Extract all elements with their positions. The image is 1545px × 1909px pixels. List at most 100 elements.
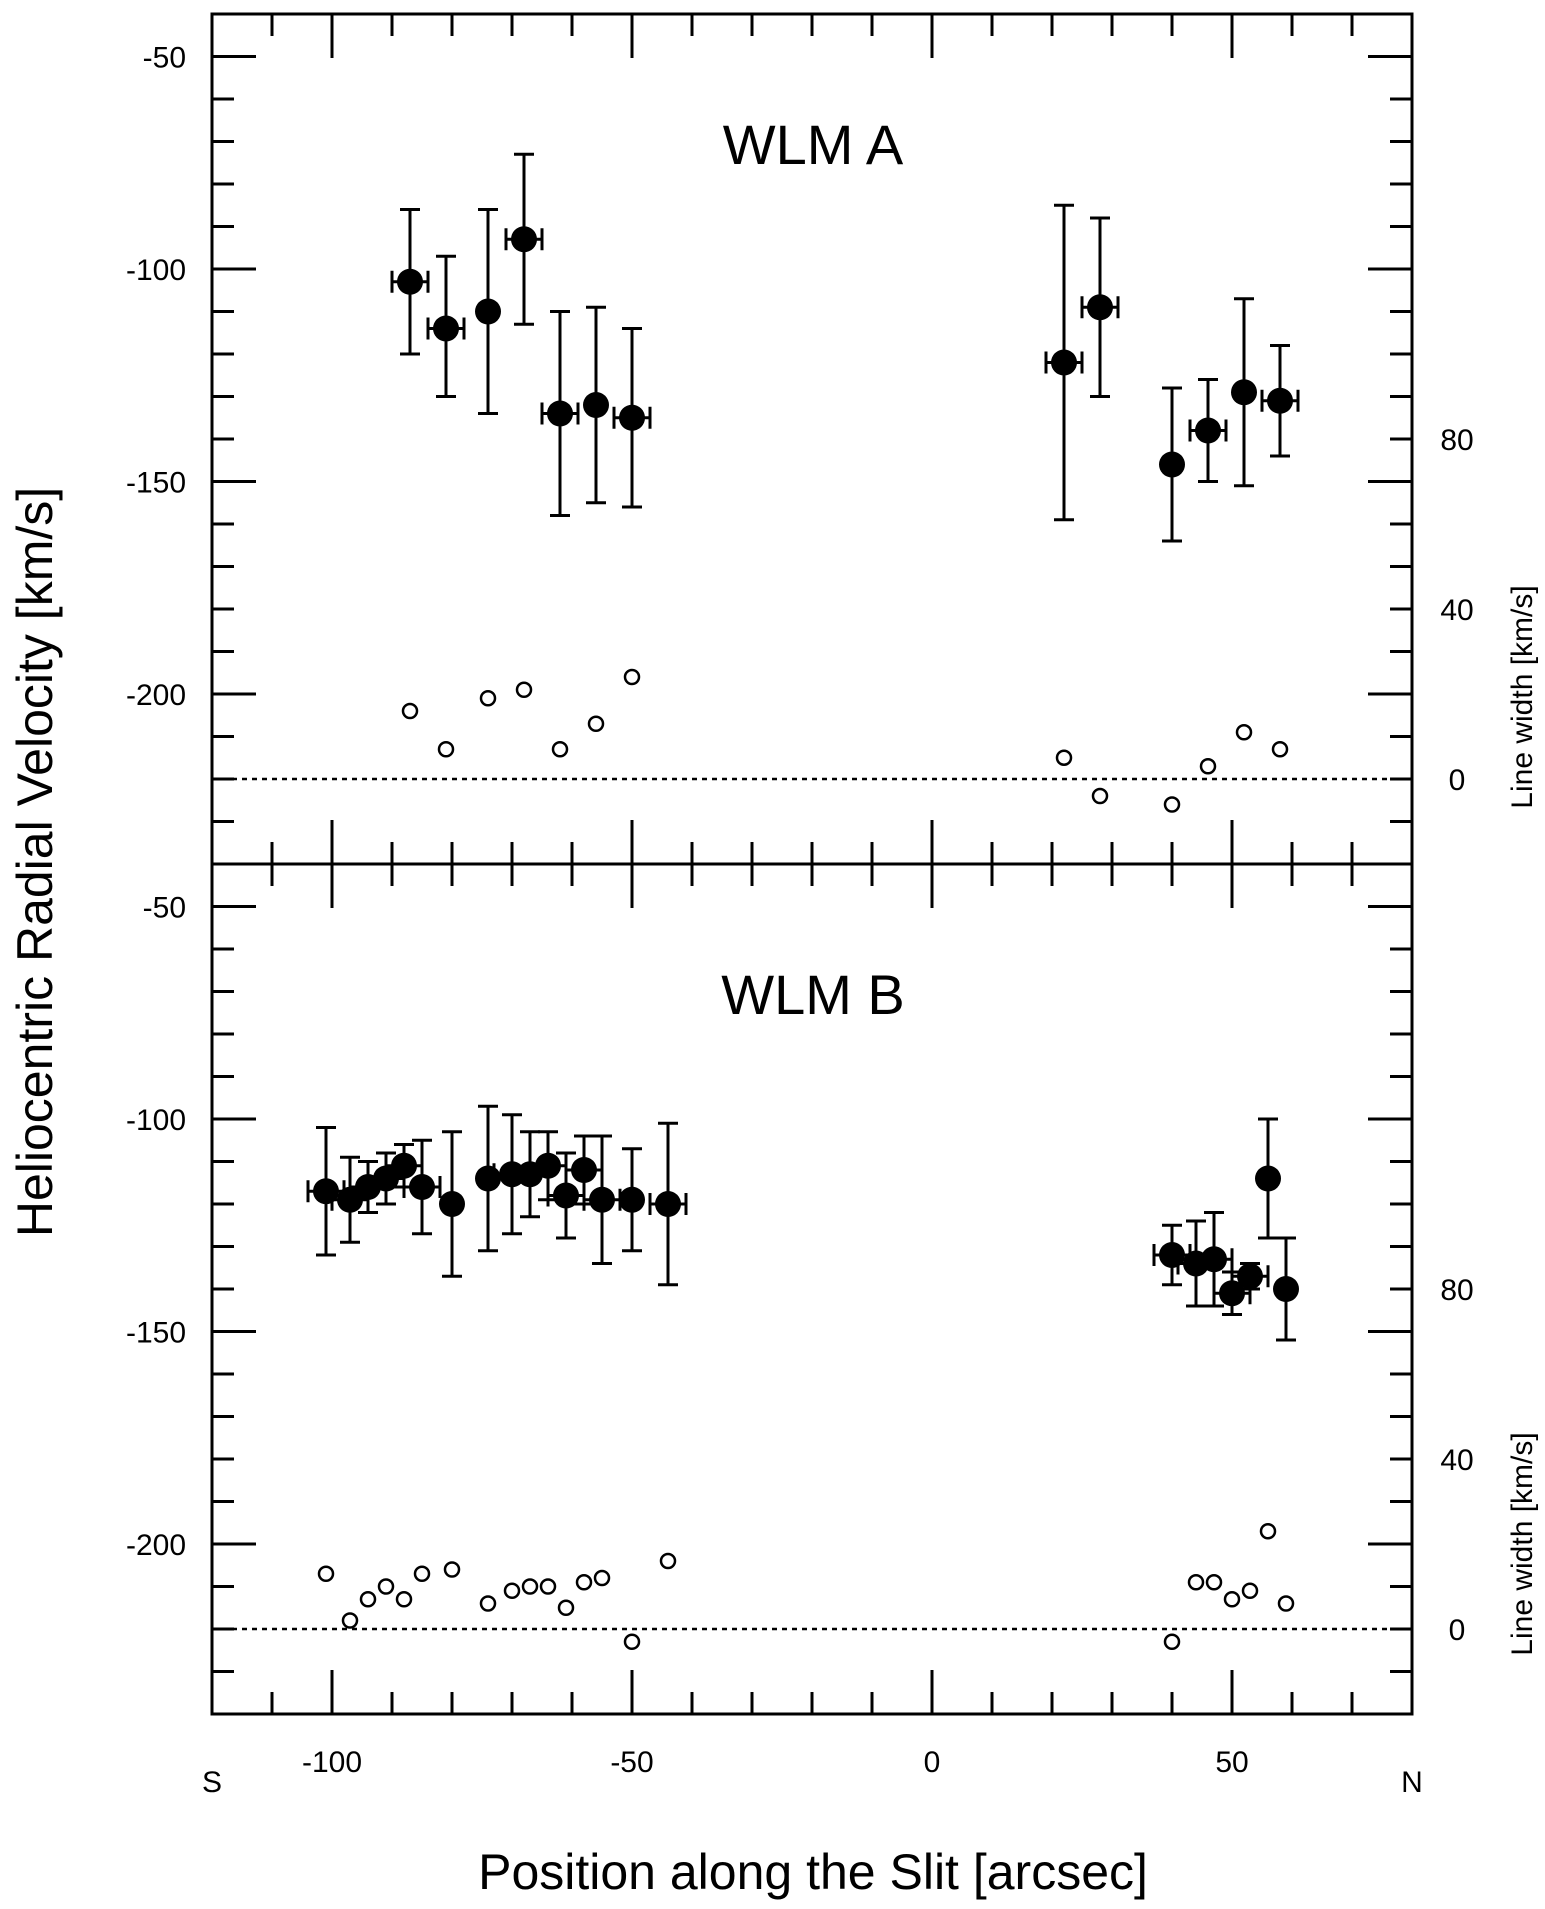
y2-tick-label-a: 40 xyxy=(1440,594,1473,627)
velocity-marker xyxy=(511,226,537,253)
y2-axis-title-a: Line width [km/s] xyxy=(1506,585,1539,808)
velocity-marker xyxy=(1273,1276,1299,1302)
velocity-point-b xyxy=(439,1130,465,1278)
velocity-point-a xyxy=(540,310,580,517)
y-tick-label-a: -50 xyxy=(143,42,186,75)
linewidth-point-a xyxy=(1235,724,1253,741)
y2-tick-label-a: 80 xyxy=(1440,424,1473,457)
linewidth-point-a xyxy=(1091,787,1109,805)
velocity-point-b xyxy=(1194,1211,1234,1308)
velocity-marker xyxy=(535,1152,561,1179)
velocity-marker xyxy=(373,1165,399,1192)
velocity-marker xyxy=(397,268,423,295)
velocity-point-b xyxy=(402,1138,442,1236)
linewidth-point-a xyxy=(551,741,569,758)
linewidth-point-b xyxy=(521,1578,539,1595)
y-tick-label-b: -150 xyxy=(126,1317,186,1350)
linewidth-point-a xyxy=(437,741,455,758)
velocity-marker xyxy=(1267,387,1293,414)
y2-axis-title-b: Line width [km/s] xyxy=(1506,1432,1539,1655)
linewidth-point-b xyxy=(623,1633,641,1650)
panel-title-b: WLM B xyxy=(721,963,905,1026)
y-tick-label-a: -150 xyxy=(126,467,186,500)
linewidth-point-a xyxy=(479,690,497,707)
velocity-marker xyxy=(547,400,573,427)
velocity-marker xyxy=(1201,1246,1227,1273)
velocity-marker xyxy=(553,1182,579,1209)
velocity-marker xyxy=(571,1157,597,1183)
velocity-point-b xyxy=(648,1121,688,1287)
linewidth-point-b xyxy=(317,1565,335,1582)
velocity-point-a xyxy=(612,327,652,509)
linewidth-point-b xyxy=(575,1574,593,1591)
velocity-marker xyxy=(1231,379,1257,406)
linewidth-point-b xyxy=(557,1599,575,1616)
y2-tick-label-b: 0 xyxy=(1449,1614,1466,1647)
velocity-point-b xyxy=(1230,1262,1270,1291)
x-tick-label: -100 xyxy=(302,1746,362,1779)
velocity-point-b xyxy=(619,1147,645,1253)
velocity-marker xyxy=(589,1186,615,1213)
y-axis-title: Heliocentric Radial Velocity [km/s] xyxy=(7,487,63,1237)
linewidth-point-a xyxy=(401,702,419,720)
velocity-point-a xyxy=(583,305,609,505)
velocity-point-a xyxy=(504,152,544,326)
x-tick-label: 0 xyxy=(924,1746,941,1779)
velocity-marker xyxy=(583,392,609,418)
x-end-label-south: S xyxy=(202,1766,222,1799)
y-tick-label-a: -100 xyxy=(126,254,186,287)
velocity-marker xyxy=(619,404,645,431)
linewidth-point-b xyxy=(1259,1523,1277,1540)
y-tick-label-b: -100 xyxy=(126,1104,186,1137)
velocity-marker xyxy=(1219,1280,1245,1307)
x-tick-label: 50 xyxy=(1215,1746,1248,1779)
velocity-marker xyxy=(409,1174,435,1200)
velocity-marker xyxy=(433,315,459,342)
velocity-marker xyxy=(337,1186,363,1213)
velocity-marker xyxy=(391,1152,417,1179)
velocity-marker xyxy=(655,1191,681,1217)
linewidth-point-b xyxy=(1187,1574,1205,1591)
linewidth-point-b xyxy=(341,1612,359,1629)
y-tick-label-a: -200 xyxy=(126,679,186,712)
linewidth-point-b xyxy=(377,1578,395,1595)
linewidth-point-b xyxy=(395,1591,413,1608)
linewidth-point-b xyxy=(539,1578,557,1595)
data-marks xyxy=(306,152,1300,1650)
linewidth-point-b xyxy=(443,1561,461,1578)
linewidth-point-b xyxy=(359,1591,377,1608)
linewidth-point-a xyxy=(1055,749,1073,766)
velocity-point-a xyxy=(1260,344,1300,458)
y2-tick-label-b: 40 xyxy=(1440,1444,1473,1477)
linewidth-point-b xyxy=(413,1565,431,1582)
linewidth-point-a xyxy=(1163,796,1181,813)
linewidth-point-b xyxy=(1163,1633,1181,1650)
velocity-marker xyxy=(1087,294,1113,321)
linewidth-point-b xyxy=(503,1582,521,1599)
velocity-marker xyxy=(475,1165,501,1192)
velocity-marker xyxy=(619,1186,645,1213)
velocity-point-a xyxy=(1080,216,1120,398)
linewidth-zero-lines xyxy=(212,777,1412,1631)
linewidth-point-b xyxy=(1205,1574,1223,1591)
x-tick-label: -50 xyxy=(610,1746,653,1779)
velocity-point-b xyxy=(1273,1236,1299,1342)
velocity-marker xyxy=(1159,451,1185,478)
velocity-marker xyxy=(1255,1165,1281,1192)
velocity-point-a xyxy=(1231,297,1257,488)
linewidth-point-b xyxy=(1241,1582,1259,1599)
y2-tick-label-b: 80 xyxy=(1440,1274,1473,1307)
linewidth-point-a xyxy=(1199,758,1217,775)
velocity-marker xyxy=(1237,1263,1263,1290)
linewidth-point-b xyxy=(479,1595,497,1612)
velocity-marker xyxy=(1051,349,1077,376)
y-tick-label-b: -200 xyxy=(126,1529,186,1562)
linewidth-point-a xyxy=(587,715,605,732)
velocity-point-b xyxy=(1255,1117,1281,1240)
axis-ticks xyxy=(212,14,1412,1714)
linewidth-point-b xyxy=(1223,1591,1241,1608)
panel-title-a: WLM A xyxy=(723,113,904,176)
linewidth-point-a xyxy=(623,668,641,686)
